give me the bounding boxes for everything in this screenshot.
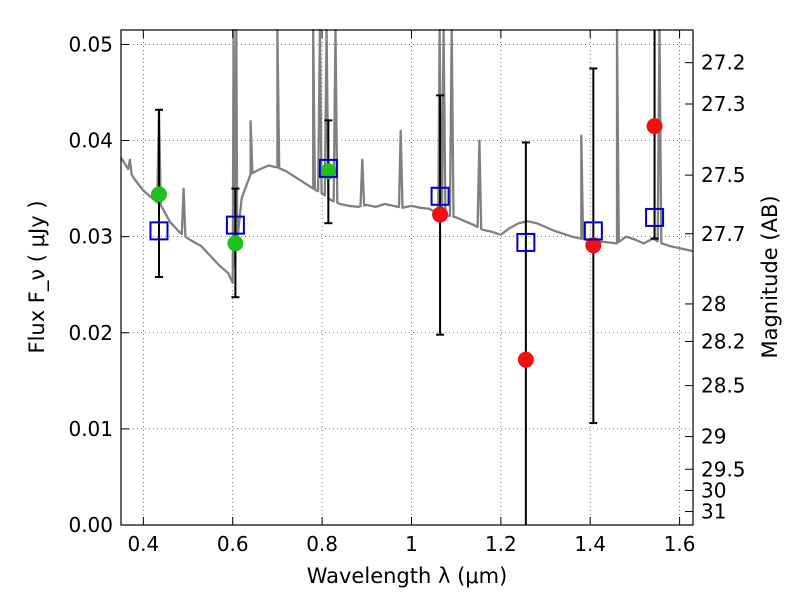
model-flux-square (583, 221, 603, 241)
magnitude-tick-label: 30 (701, 478, 726, 502)
y-axis-label: Flux F_ν ( μJy ) (25, 200, 50, 353)
observed-point (517, 351, 534, 368)
y-tick-label: 0.05 (68, 32, 113, 56)
y-tick-label: 0.04 (68, 129, 113, 153)
observed-point (227, 235, 244, 252)
model-flux-square (225, 215, 245, 235)
observed-point (150, 186, 167, 203)
model-flux-square (516, 232, 536, 252)
magnitude-tick-label: 27.3 (701, 92, 746, 116)
x-axis-ticks: 0.4 0.6 0.8 1 1.2 1.4 1.6 (127, 30, 696, 556)
magnitude-tick-label: 27.7 (701, 222, 746, 246)
magnitude-tick-label: 27.5 (701, 163, 746, 187)
observed-point (646, 118, 663, 135)
x-tick-label: 0.8 (306, 532, 338, 556)
grid (121, 30, 693, 526)
magnitude-tick-label: 29 (701, 425, 726, 449)
magnitude-tick-label: 27.2 (701, 51, 746, 75)
magnitude-axis-label: Magnitude (AB) (758, 195, 782, 358)
observed-point (432, 206, 449, 223)
model-flux-square (645, 207, 665, 227)
model-spectrum-line (120, 28, 694, 284)
magnitude-tick-label: 31 (701, 500, 726, 524)
magnitude-tick-label: 29.5 (701, 457, 746, 481)
y-tick-label: 0.01 (68, 417, 113, 441)
x-tick-label: 0.4 (127, 532, 159, 556)
x-tick-label: 1.2 (485, 532, 517, 556)
y-tick-label: 0.02 (68, 321, 113, 345)
model-spectrum (120, 28, 694, 284)
plot-frame (120, 29, 694, 526)
x-tick-label: 0.6 (217, 532, 249, 556)
x-axis-label: Wavelength λ (μm) (307, 564, 508, 588)
x-tick-label: 1.4 (574, 532, 606, 556)
y-tick-label: 0.00 (68, 513, 113, 537)
y-tick-label: 0.03 (68, 225, 113, 249)
x-tick-label: 1.6 (664, 532, 696, 556)
model-flux-square (318, 158, 338, 178)
x-tick-label: 1 (405, 532, 418, 556)
magnitude-tick-label: 28.5 (701, 374, 746, 398)
model-flux-square (430, 186, 450, 206)
data-points (149, 118, 665, 368)
observed-point (585, 237, 602, 254)
model-flux-square (149, 221, 169, 241)
y-axis-ticks: 0.00 0.01 0.02 0.03 0.04 0.05 (68, 32, 129, 537)
magnitude-tick-label: 28 (701, 292, 726, 316)
magnitude-tick-label: 28.2 (701, 329, 746, 353)
